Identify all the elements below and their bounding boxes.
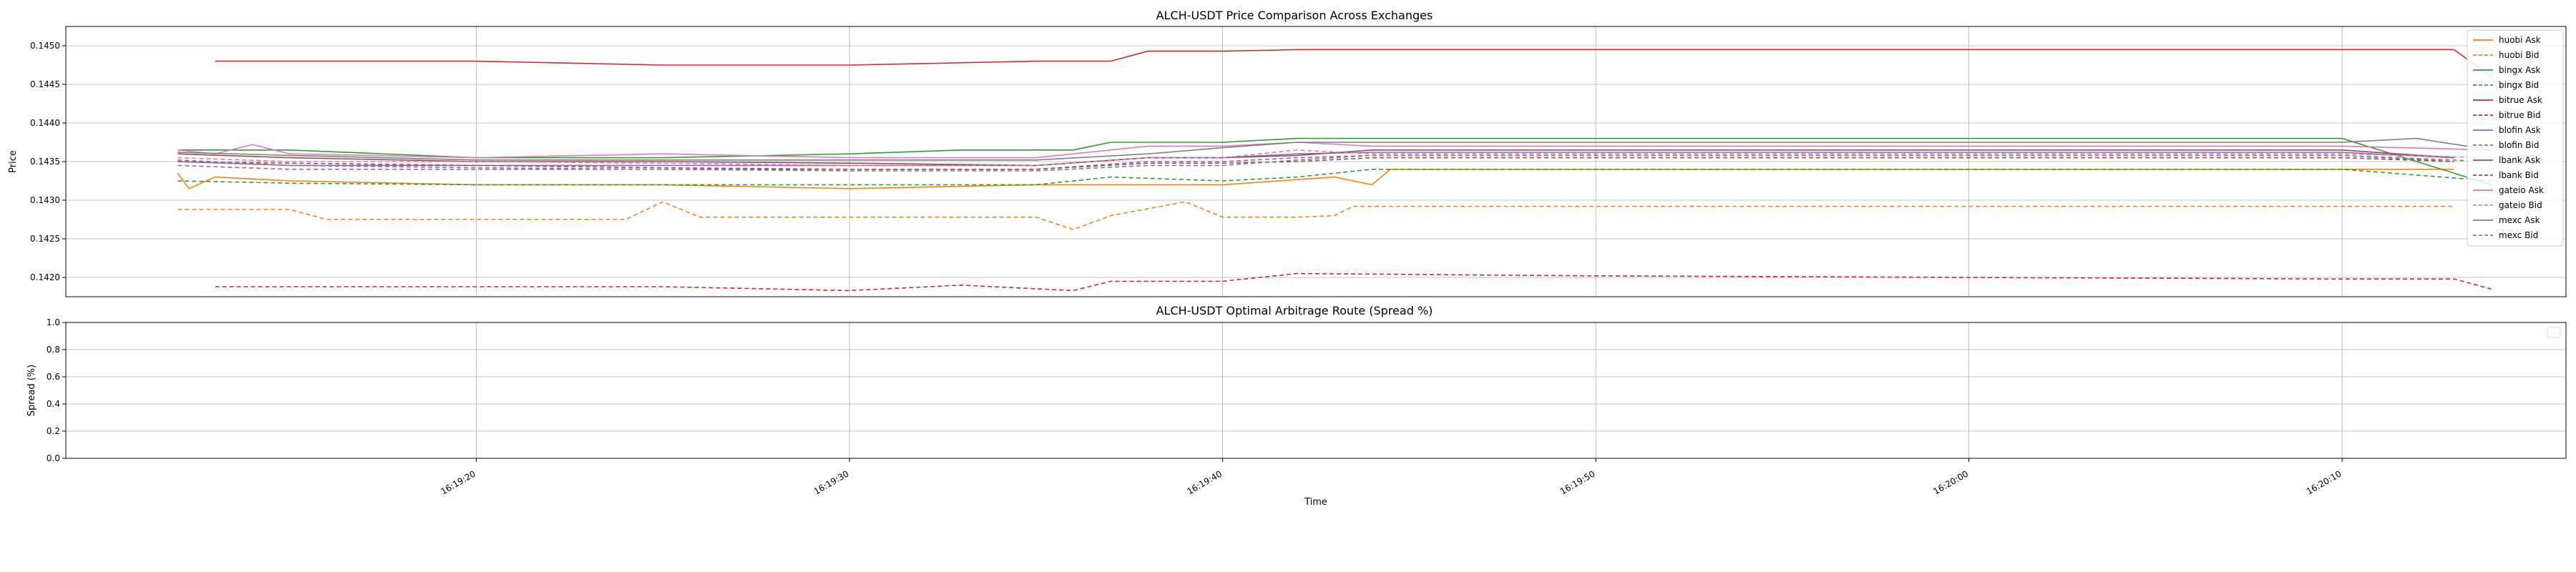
legend-entry-label: gateio Bid: [2499, 200, 2542, 210]
legend-entry-label: bingx Ask: [2499, 65, 2541, 75]
price-y-tick-label: 0.1440: [30, 118, 60, 128]
spread-panel: ALCH-USDT Optimal Arbitrage Route (Sprea…: [26, 304, 2567, 508]
series-line-mexc-ask: [177, 137, 2492, 161]
series-line-blofin-bid: [177, 154, 2454, 170]
spread-y-tick-label: 0.2: [47, 426, 60, 436]
spread-legend-box: [2547, 327, 2561, 338]
legend-entry-label: mexc Ask: [2499, 215, 2540, 225]
spread-y-tick-label: 1.0: [47, 317, 60, 327]
price-y-tick-label: 0.1420: [30, 272, 60, 282]
legend: huobi Ask huobi Bid bingx Ask bingx Bid bitr…: [2467, 29, 2564, 247]
legend-entry-label: huobi Bid: [2499, 50, 2540, 60]
x-tick-label: 16:19:20: [439, 468, 477, 496]
price-chart-title: ALCH-USDT Price Comparison Across Exchan…: [1156, 9, 1433, 22]
series-line-bitrue-bid: [215, 272, 2492, 292]
legend-entry-label: bitrue Ask: [2499, 95, 2542, 105]
series-line-bingx-bid: [177, 169, 2492, 186]
price-y-tick-label: 0.1450: [30, 41, 60, 51]
legend-entry-label: mexc Bid: [2499, 230, 2538, 240]
series-line-gateio-bid: [177, 149, 2492, 167]
x-tick-label: 16:20:00: [1931, 468, 1970, 496]
price-y-tick-label: 0.1425: [30, 234, 60, 244]
x-tick-label: 16:20:10: [2305, 468, 2343, 496]
legend-entry-label: huobi Ask: [2499, 35, 2541, 45]
series-line-lbank-bid: [177, 157, 2454, 170]
series-line-mexc-bid: [177, 154, 2492, 172]
x-tick-label: 16:19:30: [812, 468, 851, 496]
spread-y-tick-label: 0.6: [47, 372, 60, 382]
spread-y-tick-label: 0.8: [47, 345, 60, 355]
price-series-lines: [177, 49, 2492, 292]
x-tick-label: 16:19:50: [1558, 468, 1597, 496]
spread-plot-frame: [65, 322, 2567, 459]
legend-entry-label: gateio Ask: [2499, 185, 2544, 195]
series-line-bingx-ask: [177, 137, 2492, 186]
time-x-axis-label: Time: [1304, 497, 1327, 508]
spread-y-axis-label: Spread (%): [26, 365, 37, 416]
price-plot-frame: [65, 26, 2567, 297]
legend-box: [2467, 29, 2564, 247]
x-tick-label: 16:19:40: [1185, 468, 1224, 496]
legend-entry-label: lbank Bid: [2499, 170, 2539, 180]
price-y-tick-label: 0.1435: [30, 157, 60, 167]
price-y-ticks: 0.1420 0.1425 0.1430 0.1435 0.1440 0.1445 0.14…: [30, 41, 66, 282]
series-line-huobi-bid: [177, 201, 2454, 230]
time-x-ticks: 16:19:20 16:19:30 16:19:40 16:19:50 16:20:00…: [439, 458, 2343, 497]
series-line-gateio-ask: [177, 142, 2492, 159]
legend-entry-label: blofin Bid: [2499, 140, 2539, 150]
series-line-bitrue-ask: [215, 49, 2492, 77]
legend-entry-label: bingx Bid: [2499, 80, 2539, 90]
spread-chart-title: ALCH-USDT Optimal Arbitrage Route (Sprea…: [1156, 304, 1433, 317]
legend-entry-label: bitrue Bid: [2499, 110, 2541, 120]
price-panel: ALCH-USDT Price Comparison Across Exchan…: [8, 9, 2567, 297]
legend-entry-label: blofin Ask: [2499, 125, 2541, 135]
price-y-tick-label: 0.1430: [30, 195, 60, 205]
spread-y-tick-label: 0.4: [47, 399, 60, 409]
spread-y-ticks: 0.0 0.2 0.4 0.6 0.8 1.0: [47, 317, 66, 463]
spread-y-tick-label: 0.0: [47, 453, 60, 463]
spread-plot-area: [66, 322, 2566, 458]
price-y-axis-label: Price: [8, 150, 19, 173]
legend-entry-label: lbank Ask: [2499, 155, 2540, 165]
price-y-tick-label: 0.1445: [30, 79, 60, 89]
